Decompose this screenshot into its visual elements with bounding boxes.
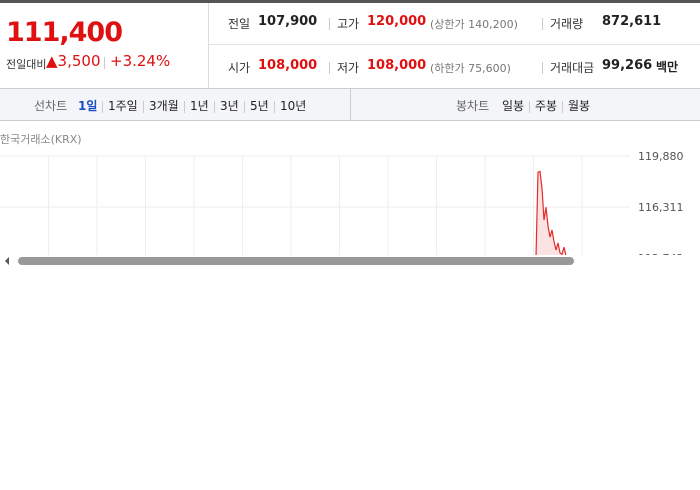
field-value: 99,266	[602, 58, 653, 73]
field-value: 872,611	[602, 14, 662, 29]
field-note: (하한가 75,600)	[430, 62, 511, 75]
field-label: 거래대금	[550, 61, 595, 75]
change: ▲3,500	[46, 52, 101, 70]
separator	[529, 101, 530, 113]
field-value: 120,000	[367, 14, 427, 29]
divider	[209, 44, 700, 45]
field-value: 108,000	[367, 58, 427, 73]
y-tick-label: 112,742	[638, 252, 684, 255]
candle-tab[interactable]: 일봉	[502, 99, 525, 113]
field-label: 고가	[337, 17, 360, 31]
field-label: 시가	[228, 61, 251, 75]
price-line	[535, 170, 567, 255]
divider	[208, 3, 209, 88]
top-border	[0, 0, 700, 3]
field-unit: 백만	[656, 60, 679, 74]
separator	[214, 101, 215, 113]
change-value: 3,500	[57, 52, 101, 70]
candle-tab[interactable]: 월봉	[568, 99, 591, 113]
line-tab[interactable]: 1년	[190, 99, 209, 113]
separator	[542, 62, 543, 74]
line-tab[interactable]: 1일	[78, 99, 98, 113]
change-label: 전일대비	[6, 58, 47, 71]
separator	[329, 18, 330, 30]
field-label: 전일	[228, 17, 251, 31]
price: 111,400	[6, 17, 123, 48]
change-rate: +3.24%	[110, 52, 171, 70]
separator	[104, 57, 105, 69]
field-value: 108,000	[258, 58, 318, 73]
line-tab[interactable]: 5년	[250, 99, 269, 113]
field-note: (상한가 140,200)	[430, 18, 518, 31]
divider	[350, 89, 351, 120]
tab-label: 선차트	[34, 99, 68, 113]
line-tab[interactable]: 3개월	[149, 99, 179, 113]
scrollbar[interactable]	[0, 255, 700, 267]
scroll-left[interactable]	[5, 257, 9, 265]
line-tab[interactable]: 3년	[220, 99, 239, 113]
line-tab[interactable]: 10년	[280, 99, 307, 113]
scroll-thumb[interactable]	[18, 257, 574, 265]
field-label: 저가	[337, 61, 360, 75]
y-tick-label: 116,311	[638, 201, 684, 214]
candle-tab[interactable]: 주봉	[535, 99, 558, 113]
source: 한국거래소(KRX)	[0, 133, 82, 146]
separator	[244, 101, 245, 113]
chart: 119,880 116,311 112,742	[0, 150, 684, 255]
tab-label: 봉차트	[456, 99, 490, 113]
separator	[542, 18, 543, 30]
field-value: 107,900	[258, 14, 318, 29]
field-label: 거래량	[550, 17, 584, 31]
separator	[184, 101, 185, 113]
separator	[562, 101, 563, 113]
separator	[329, 62, 330, 74]
separator	[143, 101, 144, 113]
y-tick-label: 119,880	[638, 150, 684, 163]
separator	[102, 101, 103, 113]
line-tab[interactable]: 1주일	[108, 99, 138, 113]
area	[536, 171, 566, 255]
separator	[274, 101, 275, 113]
